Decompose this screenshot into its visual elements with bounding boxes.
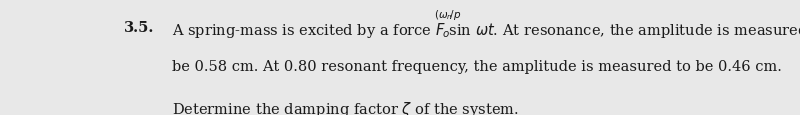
Text: $(\omega_n\!/p$: $(\omega_n\!/p$ <box>434 8 462 22</box>
Text: A spring-mass is excited by a force $F_{\!o}$sin $\omega t$. At resonance, the a: A spring-mass is excited by a force $F_{… <box>172 21 800 40</box>
Text: be 0.58 cm. At 0.80 resonant frequency, the amplitude is measured to be 0.46 cm.: be 0.58 cm. At 0.80 resonant frequency, … <box>172 60 782 74</box>
Text: Determine the damping factor $\zeta$ of the system.: Determine the damping factor $\zeta$ of … <box>172 99 519 115</box>
Text: 3.5.: 3.5. <box>124 21 154 35</box>
